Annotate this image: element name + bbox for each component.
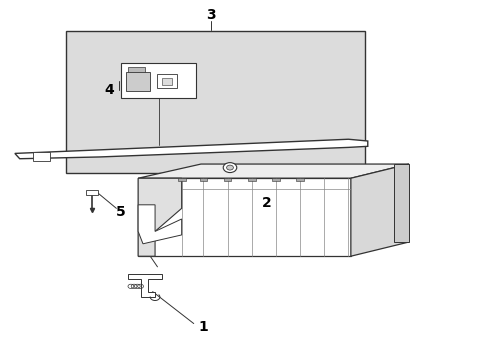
Bar xyxy=(271,177,279,181)
Bar xyxy=(223,177,231,181)
Bar xyxy=(247,177,255,181)
Polygon shape xyxy=(393,164,408,242)
Polygon shape xyxy=(128,274,162,297)
Polygon shape xyxy=(138,164,408,178)
Bar xyxy=(162,78,172,85)
Circle shape xyxy=(226,165,233,170)
Bar xyxy=(296,177,304,181)
Polygon shape xyxy=(15,139,367,159)
Bar xyxy=(126,72,150,91)
Polygon shape xyxy=(350,164,408,256)
Polygon shape xyxy=(138,178,181,256)
Bar xyxy=(178,177,185,181)
Polygon shape xyxy=(138,178,350,256)
Text: 5: 5 xyxy=(116,205,126,219)
Bar xyxy=(157,74,177,88)
Text: 4: 4 xyxy=(104,82,114,96)
Bar xyxy=(128,67,145,72)
Text: 2: 2 xyxy=(261,196,270,210)
Bar xyxy=(33,152,50,161)
Bar xyxy=(121,63,196,99)
Bar xyxy=(199,177,207,181)
Bar xyxy=(86,190,98,195)
Circle shape xyxy=(223,163,236,172)
Polygon shape xyxy=(138,205,181,244)
Text: 3: 3 xyxy=(205,8,215,22)
Text: 1: 1 xyxy=(198,320,208,334)
Bar xyxy=(65,31,365,173)
